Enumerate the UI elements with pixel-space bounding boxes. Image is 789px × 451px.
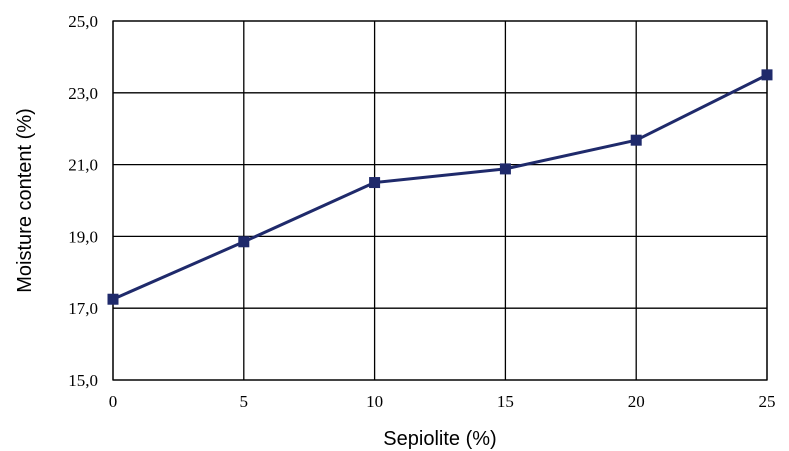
x-tick-label: 15	[497, 392, 514, 411]
x-tick-label: 5	[240, 392, 249, 411]
data-point-marker	[761, 69, 773, 81]
y-tick-label: 25,0	[68, 12, 98, 31]
x-tick-label: 0	[109, 392, 118, 411]
y-tick-label: 17,0	[68, 299, 98, 318]
y-tick-label: 21,0	[68, 156, 98, 175]
y-tick-label: 23,0	[68, 84, 98, 103]
y-axis-title: Moisture content (%)	[14, 108, 36, 293]
series-layer	[107, 69, 773, 305]
y-tick-label: 19,0	[68, 227, 98, 246]
data-point-marker	[369, 177, 381, 189]
data-point-marker	[107, 293, 119, 305]
y-tick-label: 15,0	[68, 371, 98, 390]
x-axis-tick-labels: 0 5 10 15 20 25	[109, 392, 776, 411]
data-point-marker	[630, 134, 642, 146]
plot-area-frame	[112, 20, 768, 381]
data-point-marker	[238, 236, 250, 248]
x-tick-label: 25	[759, 392, 776, 411]
y-axis-tick-labels: 15,0 17,0 19,0 21,0 23,0 25,0	[68, 12, 98, 390]
gridlines	[112, 20, 768, 381]
data-point-marker	[499, 163, 511, 175]
x-tick-label: 10	[366, 392, 383, 411]
x-tick-label: 20	[628, 392, 645, 411]
x-axis-title: Sepiolite (%)	[383, 428, 496, 450]
series-line-0	[112, 73, 768, 301]
